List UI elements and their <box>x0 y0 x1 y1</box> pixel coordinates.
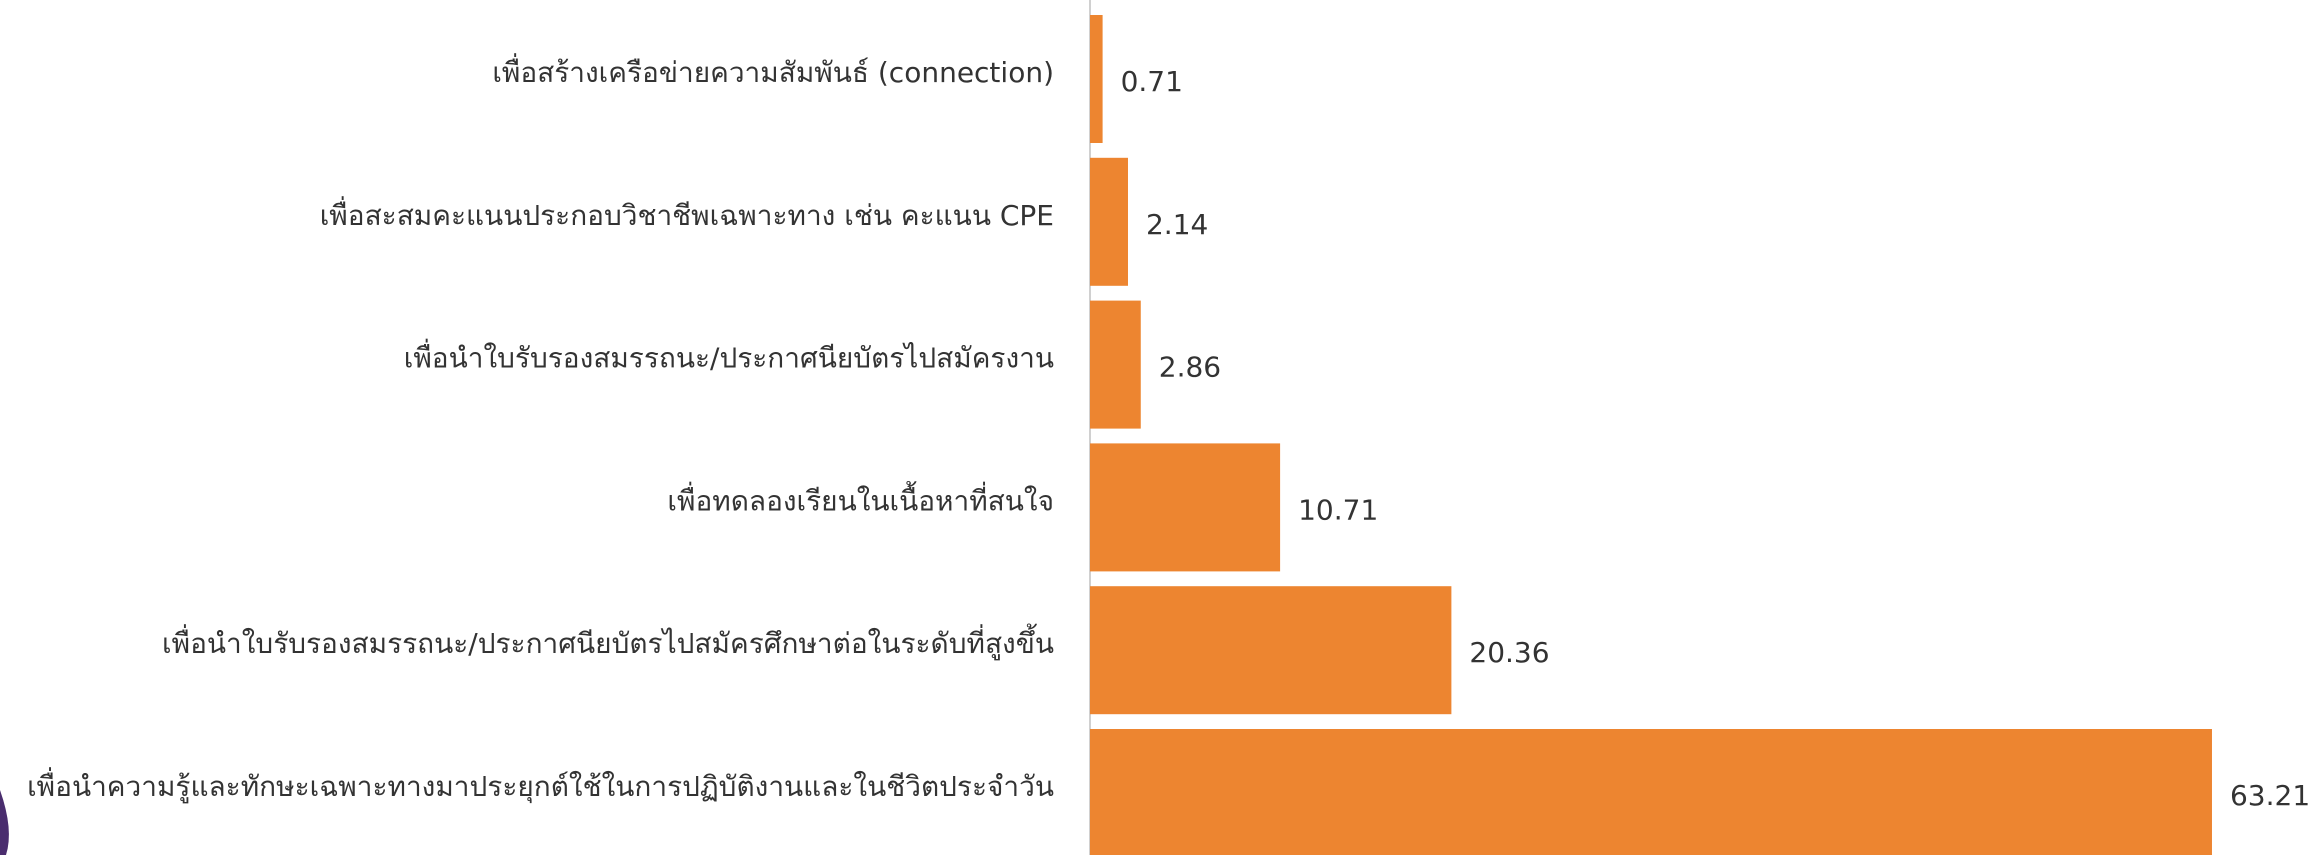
category-label: เพื่อนำความรู้และทักษะเฉพาะทางมาประยุกต์… <box>27 767 1054 804</box>
bar <box>1090 157 1128 286</box>
bar <box>1090 300 1141 429</box>
category-label: เพื่อนำใบรับรองสมรรถนะ/ประกาศนียบัตรไปสม… <box>404 339 1054 375</box>
value-label: 10.71 <box>1298 493 1378 526</box>
value-label: 20.36 <box>1469 636 1549 669</box>
value-label: 63.21 <box>2230 779 2310 812</box>
category-label: เพื่อนำใบรับรองสมรรถนะ/ประกาศนียบัตรไปสม… <box>162 623 1054 661</box>
value-label: 0.71 <box>1121 65 1183 98</box>
decoration <box>0 790 9 855</box>
bar <box>1090 586 1452 715</box>
bar <box>1090 15 1103 143</box>
category-label: เพื่อสร้างเครือข่ายความสัมพันธ์ (connect… <box>492 53 1054 89</box>
category-label: เพื่อสะสมคะแนนประกอบวิชาชีพเฉพาะทาง เช่น… <box>320 196 1054 232</box>
value-label: 2.14 <box>1146 208 1208 241</box>
bar <box>1090 443 1281 572</box>
bar <box>1090 729 2212 855</box>
value-label: 2.86 <box>1159 351 1221 384</box>
category-label: เพื่อทดลองเรียนในเนื้อหาที่สนใจ <box>667 480 1054 517</box>
